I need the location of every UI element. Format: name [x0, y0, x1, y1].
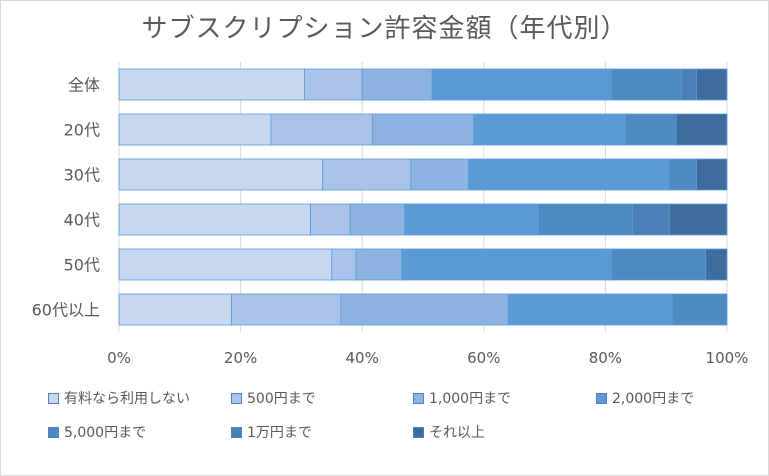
bar-segment [410, 158, 469, 191]
bar-segment [705, 248, 728, 281]
bar-segment [675, 113, 728, 146]
x-tick-label: 40% [346, 349, 379, 367]
legend-swatch [231, 392, 242, 404]
bar-segment [681, 68, 698, 101]
bar-segment [507, 293, 673, 326]
bar-segment [322, 158, 412, 191]
category-label: 50代 [64, 256, 100, 275]
x-tick-label: 0% [107, 349, 131, 367]
category-label: 全体 [68, 76, 100, 95]
legend-swatch [413, 426, 424, 438]
legend-label: 2,000円まで [612, 391, 695, 407]
legend-label: 1,000円まで [429, 391, 512, 407]
bar-segment [331, 248, 357, 281]
legend-item: それ以上 [413, 422, 485, 442]
bar-segment [404, 203, 539, 236]
legend-item: 500円まで [231, 388, 316, 408]
bar-segment [668, 158, 697, 191]
bar-segment [270, 113, 373, 146]
bar-segment [118, 113, 272, 146]
bar-segment [696, 158, 728, 191]
bar-segment [118, 293, 232, 326]
legend-item: 5,000円まで [48, 422, 146, 442]
legend-label: 5,000円まで [64, 425, 147, 441]
x-tick-label: 100% [706, 349, 749, 367]
x-tick-label: 20% [224, 349, 257, 367]
bar-segment [371, 113, 475, 146]
bar-segment [118, 158, 324, 191]
bar-segment [468, 158, 670, 191]
bar-segment [401, 248, 612, 281]
legend-item: 2,000円まで [596, 388, 694, 408]
bar-segment [118, 68, 305, 101]
bar-segment [349, 203, 406, 236]
legend-item: 1万円まで [231, 422, 312, 442]
category-label: 20代 [64, 121, 100, 140]
legend-label: 1万円まで [247, 425, 312, 441]
bar-segment [118, 203, 311, 236]
legend-swatch [48, 426, 59, 438]
legend-item: 1,000円まで [413, 388, 511, 408]
chart-title: サブスクリプション許容金額（年代別） [141, 14, 628, 44]
bar-segment [340, 293, 509, 326]
bar-segment [671, 293, 728, 326]
bar-segment [231, 293, 342, 326]
category-label: 60代以上 [32, 301, 100, 320]
legend-item: 有料なら利用しない [48, 388, 190, 408]
bar-segment [355, 248, 403, 281]
legend-label: それ以上 [429, 425, 485, 441]
legend-swatch [48, 392, 59, 404]
bar-segment [696, 68, 728, 101]
bar-segment [632, 203, 670, 236]
legend-label: 500円まで [247, 391, 316, 407]
bar-segment [611, 68, 682, 101]
bar-segment [538, 203, 634, 236]
bar-segment [473, 113, 627, 146]
legend-swatch [413, 392, 424, 404]
bar-segment [431, 68, 612, 101]
category-label: 40代 [64, 211, 100, 230]
bar-segment [310, 203, 351, 236]
bar-segment [118, 248, 333, 281]
legend-swatch [231, 426, 242, 438]
legend-label: 有料なら利用しない [64, 391, 190, 407]
x-tick-label: 60% [467, 349, 500, 367]
bar-segment [361, 68, 433, 101]
bar-segment [611, 248, 707, 281]
bar-segment [304, 68, 363, 101]
bar-segment [668, 203, 728, 236]
legend-swatch [596, 392, 607, 404]
bar-segment [625, 113, 677, 146]
x-tick-label: 80% [589, 349, 622, 367]
category-label: 30代 [64, 166, 100, 185]
